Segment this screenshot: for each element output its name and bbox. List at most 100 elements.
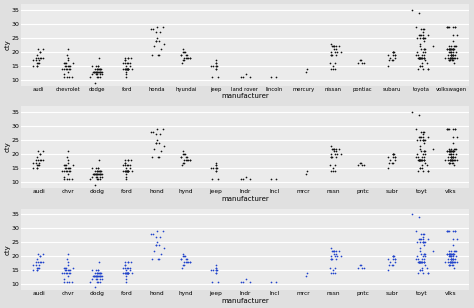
Point: [424, 66, 432, 71]
Point: [450, 55, 457, 60]
Point: [122, 166, 129, 171]
Point: [419, 260, 426, 265]
Point: [420, 157, 428, 162]
Point: [442, 157, 449, 162]
Point: [214, 177, 221, 182]
Point: [94, 171, 101, 176]
Point: [445, 146, 453, 151]
Point: [268, 177, 275, 182]
Point: [385, 52, 392, 57]
Point: [39, 157, 47, 162]
Point: [181, 160, 188, 165]
Point: [450, 38, 457, 43]
Point: [123, 271, 130, 276]
Point: [446, 251, 454, 256]
Point: [330, 149, 338, 154]
Point: [446, 152, 454, 156]
Point: [417, 245, 424, 250]
Point: [389, 254, 396, 259]
Point: [92, 166, 100, 171]
Point: [385, 155, 392, 160]
Point: [444, 251, 451, 256]
Point: [96, 174, 104, 179]
Point: [454, 237, 461, 242]
Point: [446, 58, 453, 63]
Point: [123, 271, 131, 276]
Point: [415, 157, 423, 162]
Point: [93, 168, 101, 173]
Point: [96, 168, 104, 173]
Point: [92, 276, 100, 281]
Point: [329, 44, 337, 49]
Point: [121, 262, 128, 267]
Point: [36, 58, 43, 63]
Point: [449, 33, 457, 38]
Point: [121, 66, 128, 71]
Point: [449, 135, 457, 140]
Point: [450, 163, 457, 168]
Point: [147, 129, 155, 134]
Point: [446, 126, 453, 131]
Point: [390, 50, 398, 55]
Point: [36, 50, 44, 55]
Point: [392, 157, 399, 162]
Point: [212, 262, 220, 267]
Point: [452, 146, 460, 151]
Point: [389, 152, 396, 156]
Point: [412, 52, 419, 57]
Point: [447, 260, 454, 265]
Point: [417, 157, 425, 162]
Point: [454, 55, 461, 60]
Point: [386, 260, 393, 265]
Point: [210, 63, 217, 68]
Point: [33, 265, 41, 270]
Point: [408, 7, 416, 12]
Point: [97, 271, 104, 276]
Point: [357, 160, 365, 165]
Point: [237, 177, 245, 182]
Point: [65, 166, 73, 171]
Point: [63, 61, 70, 66]
Point: [385, 160, 392, 165]
Point: [124, 157, 132, 162]
Point: [65, 75, 73, 80]
Point: [357, 262, 365, 267]
Point: [157, 149, 164, 154]
Point: [210, 268, 217, 273]
Point: [122, 268, 129, 273]
Point: [36, 260, 44, 265]
Point: [213, 166, 221, 171]
Point: [445, 52, 452, 57]
Point: [96, 279, 104, 284]
Point: [93, 69, 100, 74]
Point: [446, 149, 454, 154]
Point: [389, 50, 396, 55]
Point: [415, 55, 422, 60]
Point: [449, 126, 456, 131]
Point: [60, 174, 68, 179]
Point: [448, 58, 456, 63]
Point: [36, 254, 44, 259]
Point: [214, 279, 221, 284]
Point: [64, 177, 71, 182]
Point: [447, 155, 455, 160]
Point: [37, 260, 45, 265]
Point: [61, 61, 69, 66]
Point: [331, 152, 339, 156]
Point: [444, 47, 451, 51]
Point: [33, 268, 41, 273]
Point: [180, 50, 187, 55]
Point: [97, 69, 104, 74]
Point: [418, 231, 425, 236]
Point: [187, 55, 194, 60]
Point: [160, 245, 167, 250]
Point: [413, 152, 421, 156]
Point: [390, 254, 397, 259]
Point: [420, 157, 428, 162]
Point: [420, 38, 428, 43]
Point: [445, 44, 453, 49]
Point: [445, 160, 453, 165]
Point: [447, 155, 455, 160]
Point: [357, 58, 365, 63]
Point: [446, 47, 453, 51]
